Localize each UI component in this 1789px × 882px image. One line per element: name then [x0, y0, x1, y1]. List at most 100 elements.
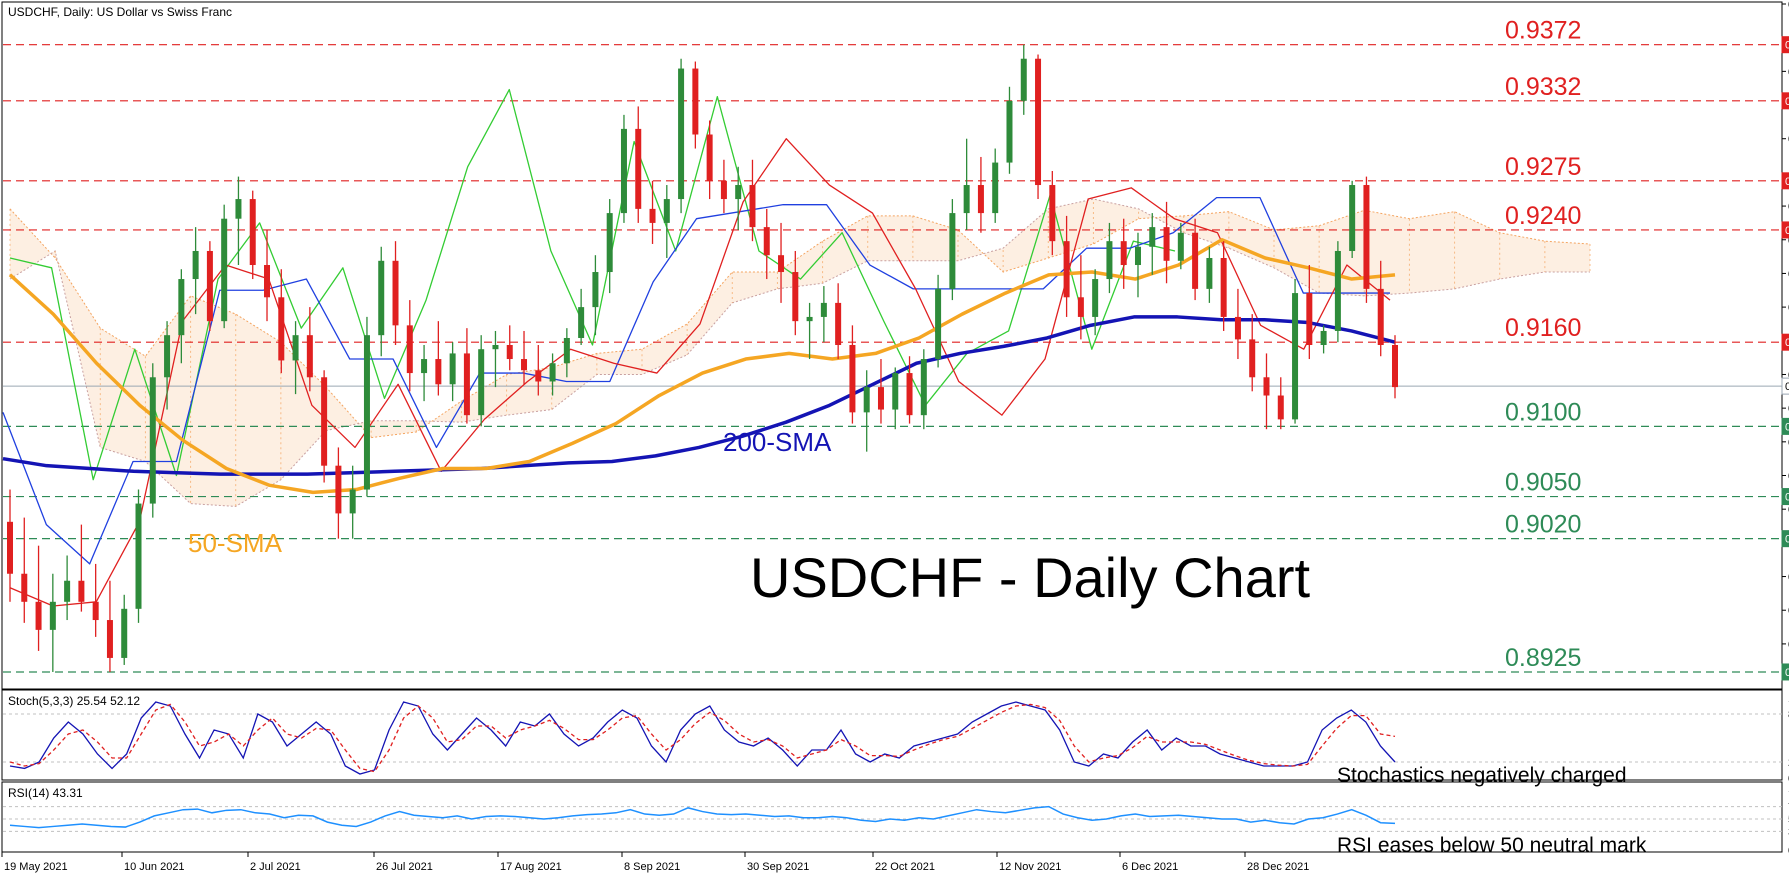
candle-body	[64, 580, 71, 602]
candle-body	[349, 489, 356, 514]
candle-body	[463, 353, 470, 416]
chikou-span-line	[9, 88, 1176, 481]
candle-body	[1177, 232, 1184, 261]
candle-body	[449, 353, 456, 385]
candle-body	[221, 218, 228, 322]
candle-body	[1363, 185, 1370, 289]
resistance-price-box	[1781, 333, 1789, 351]
candle-body	[378, 260, 385, 336]
support-price-box	[1781, 663, 1789, 681]
candle-body	[1320, 330, 1327, 345]
candle-body	[720, 180, 727, 200]
stoch-main-line	[9, 701, 1396, 775]
candle-body	[663, 199, 670, 223]
candle-body	[1020, 58, 1027, 101]
candle-body	[1192, 232, 1199, 289]
time-tick-label: 2 Jul 2021	[250, 861, 301, 873]
stoch-header-label: Stoch(5,3,3) 25.54 52.12	[8, 694, 140, 708]
candle-body	[392, 260, 399, 326]
candle-body	[506, 345, 513, 360]
candle-body	[78, 580, 85, 602]
support-label: 0.9020	[1505, 511, 1581, 539]
resistance-label: 0.9332	[1505, 73, 1581, 101]
resistance-label: 0.9160	[1505, 314, 1581, 342]
current-price-box	[1781, 377, 1789, 395]
candle-body	[478, 349, 485, 416]
candle-body	[735, 185, 742, 200]
candle-body	[121, 608, 128, 658]
candle-body	[21, 573, 28, 602]
resistance-label: 0.9372	[1505, 17, 1581, 45]
candle-body	[7, 521, 13, 574]
support-label: 0.9100	[1505, 398, 1581, 426]
time-tick-label: 8 Sep 2021	[624, 861, 680, 873]
candle-body	[535, 370, 542, 382]
candle-body	[620, 128, 627, 214]
resistance-price-box	[1781, 172, 1789, 190]
candle-body	[421, 359, 428, 374]
candle-body	[1120, 241, 1127, 266]
current-price-label: 0.91287	[1785, 381, 1789, 393]
candle-body	[1306, 293, 1313, 345]
time-tick-label: 17 Aug 2021	[500, 861, 562, 873]
resistance-label: 0.9275	[1505, 153, 1581, 181]
candle-body	[1092, 279, 1099, 317]
support-price-box	[1781, 488, 1789, 506]
candle-body	[321, 377, 328, 466]
candle-body	[406, 325, 413, 374]
time-axis: 19 May 2021 10 Jun 2021 2 Jul 2021 26 Jul 2…	[1, 852, 1309, 873]
candle-body	[292, 335, 299, 361]
support-label: 0.9050	[1505, 469, 1581, 497]
support-label: 0.8925	[1505, 644, 1581, 672]
candle-body	[264, 265, 271, 298]
candle-body	[563, 337, 570, 364]
resistance-price-box	[1781, 36, 1789, 54]
candle-body	[1292, 293, 1299, 420]
indicator-lines	[2, 88, 1396, 607]
candle-body	[1106, 241, 1113, 280]
candle-body	[49, 601, 56, 630]
candle-body	[1134, 246, 1141, 266]
tenkan-sen-line	[9, 138, 1391, 607]
stoch-signal-line	[9, 703, 1396, 773]
support-price-box	[1781, 417, 1789, 435]
stoch-annotation: Stochastics negatively charged	[1337, 764, 1627, 787]
candle-body	[606, 213, 613, 273]
candle-body	[1377, 288, 1384, 345]
candle-body	[1063, 241, 1070, 298]
candle-body	[678, 68, 685, 200]
candle-body	[949, 213, 956, 289]
stoch-panel	[1, 689, 1783, 781]
candle-body	[849, 345, 856, 413]
candle-body	[1277, 395, 1284, 420]
candle-body	[920, 359, 927, 416]
candle-body	[835, 302, 842, 345]
candle-body	[806, 316, 813, 322]
candle-body	[877, 387, 884, 410]
candle-body	[92, 601, 99, 621]
candle-body	[906, 373, 913, 416]
candle-body	[549, 363, 556, 382]
candle-body	[1163, 227, 1170, 261]
time-tick-label: 30 Sep 2021	[747, 861, 809, 873]
candle-body	[363, 335, 370, 490]
candle-body	[1035, 58, 1042, 186]
candle-body	[435, 359, 442, 385]
candle-body	[863, 387, 870, 413]
candle-body	[1049, 185, 1056, 242]
candle-body	[1249, 339, 1256, 378]
candle-body	[521, 359, 528, 371]
candle-body	[892, 373, 899, 410]
sma50-line	[8, 238, 1396, 495]
sma200-line	[2, 315, 1396, 476]
support-price-box-label: 0.89254	[1785, 667, 1789, 679]
time-tick-label: 19 May 2021	[4, 861, 68, 873]
